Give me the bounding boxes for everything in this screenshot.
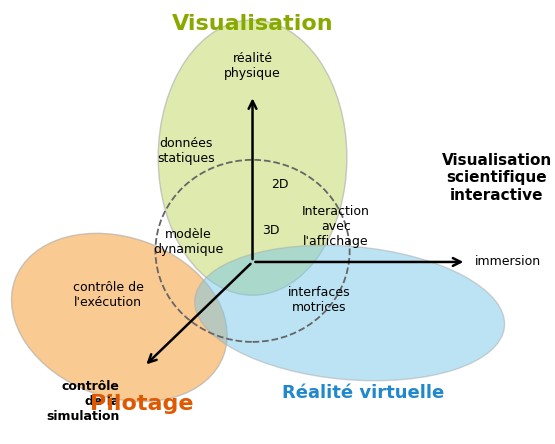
Text: interfaces
motrices: interfaces motrices	[288, 285, 350, 314]
Text: Pilotage: Pilotage	[90, 394, 193, 414]
Text: Visualisation
scientifique
interactive: Visualisation scientifique interactive	[442, 153, 552, 202]
Text: contrôle de
l'exécution: contrôle de l'exécution	[73, 281, 144, 309]
Text: Réalité virtuelle: Réalité virtuelle	[282, 384, 445, 402]
Ellipse shape	[158, 20, 347, 295]
Text: 2D: 2D	[271, 178, 289, 191]
Text: contrôle
de la
simulation: contrôle de la simulation	[46, 380, 119, 423]
Text: réalité
physique: réalité physique	[224, 52, 281, 80]
Text: Interaction
avec
l'affichage: Interaction avec l'affichage	[302, 205, 370, 248]
Text: modèle
dynamique: modèle dynamique	[154, 228, 224, 256]
Text: immersion: immersion	[475, 255, 541, 269]
Ellipse shape	[12, 233, 227, 402]
Text: 3D: 3D	[263, 224, 280, 238]
Ellipse shape	[195, 245, 504, 381]
Text: Visualisation: Visualisation	[171, 14, 334, 35]
Text: données
statiques: données statiques	[157, 137, 215, 165]
